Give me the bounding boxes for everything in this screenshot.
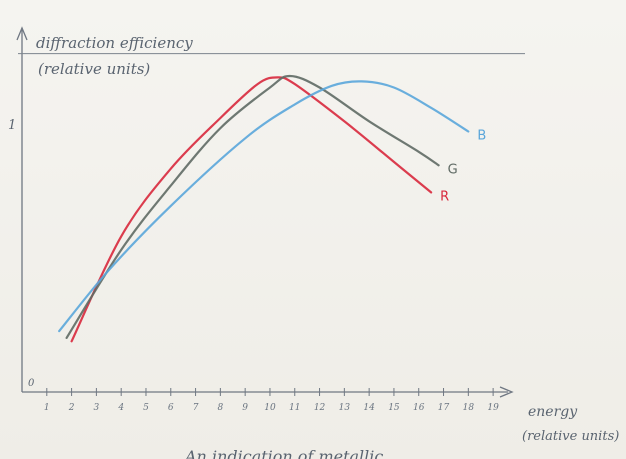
- x-tick-label-14: 14: [363, 403, 375, 413]
- origin-label: 0: [28, 378, 35, 389]
- y-axis-title-line-1: diffraction efficiency: [36, 34, 193, 52]
- x-tick-label-6: 6: [168, 403, 174, 413]
- series-label-R: R: [440, 189, 449, 204]
- x-tick-label-13: 13: [339, 403, 351, 413]
- x-axis-title-line-2: (relative units): [522, 429, 619, 444]
- x-tick-label-4: 4: [117, 403, 124, 413]
- y-axis-title-line-2: (relative units): [38, 60, 150, 78]
- x-tick-label-15: 15: [388, 403, 400, 413]
- x-tick-label-3: 3: [94, 403, 100, 413]
- x-tick-label-16: 16: [413, 403, 425, 413]
- x-tick-label-7: 7: [193, 403, 199, 413]
- series-line-R: [70, 76, 433, 343]
- x-tick-label-11: 11: [289, 403, 300, 413]
- x-tick-label-5: 5: [143, 403, 149, 413]
- series-label-B: B: [477, 128, 486, 143]
- x-tick-label-1: 1: [44, 403, 50, 413]
- x-tick-label-12: 12: [314, 403, 326, 413]
- series-line-G: [65, 74, 440, 339]
- x-tick-label-10: 10: [264, 403, 276, 413]
- x-tick-label-8: 8: [218, 403, 224, 413]
- series-line-B: [58, 80, 470, 333]
- caption: An indication of metallic: [183, 447, 383, 459]
- y-value-one-label: 1: [8, 118, 16, 133]
- y-axis-arrow: [16, 26, 28, 41]
- x-axis-title-line-1: energy: [528, 404, 578, 420]
- x-tick-label-18: 18: [463, 403, 475, 413]
- x-tick-label-9: 9: [242, 403, 248, 413]
- x-tick-label-2: 2: [68, 403, 75, 413]
- x-axis-arrow: [499, 386, 514, 398]
- x-tick-label-19: 19: [487, 403, 499, 413]
- series-label-G: G: [448, 162, 458, 177]
- x-tick-label-17: 17: [438, 403, 450, 413]
